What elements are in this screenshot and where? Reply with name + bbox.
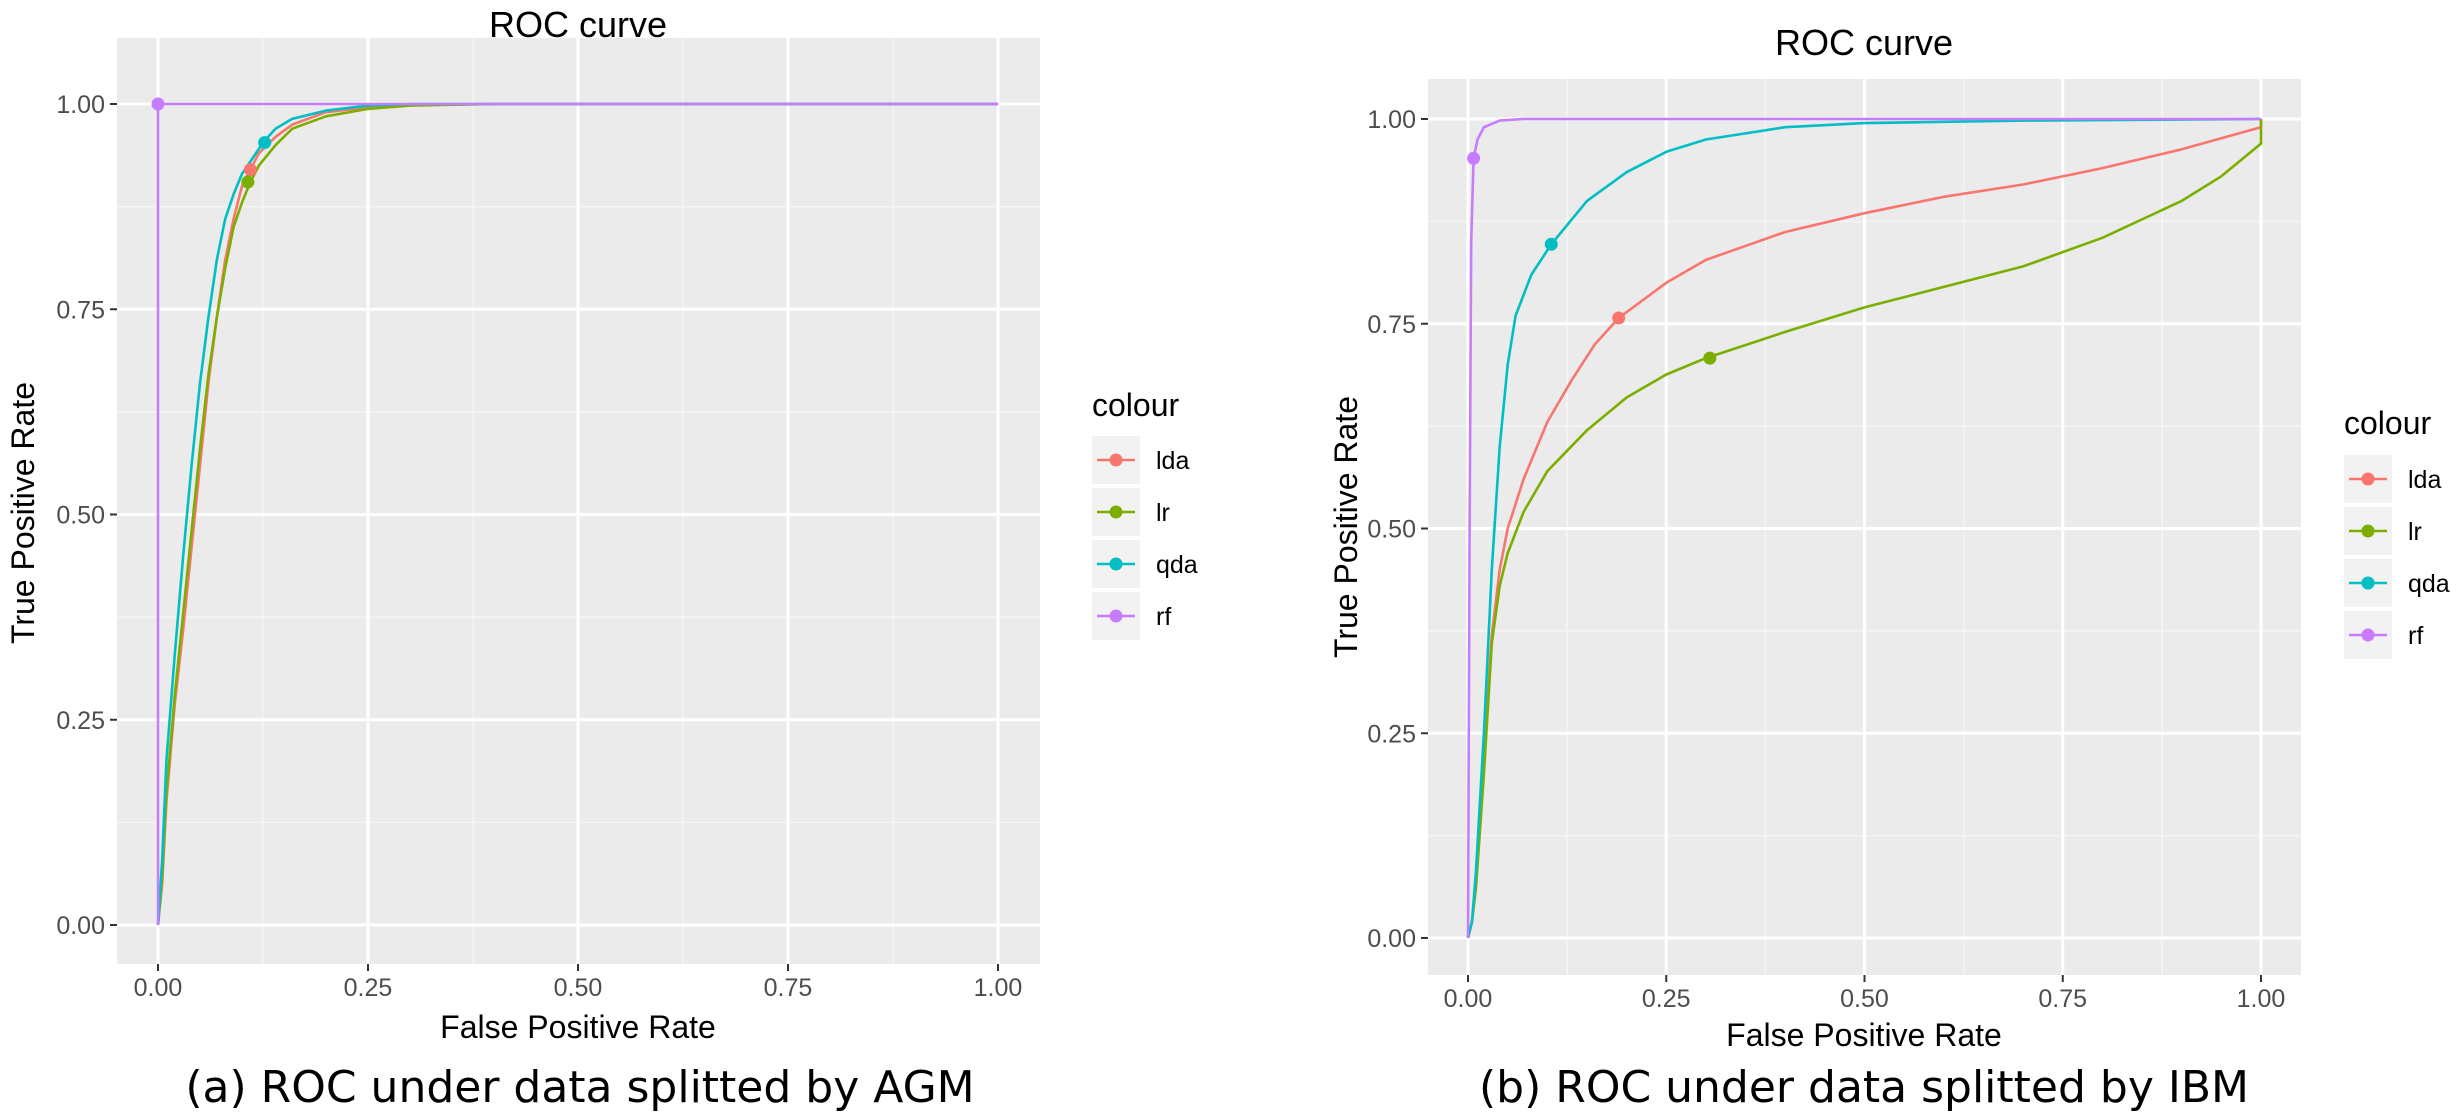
legend-key-dot-lda [2361, 472, 2375, 486]
legend-key-dot-lda [1109, 453, 1123, 467]
panel-a-caption: (a) ROC under data splitted by AGM [185, 1062, 974, 1113]
plot-a-markers [151, 97, 272, 189]
series-line-qda [156, 102, 998, 926]
legend-label-lda: lda [2408, 466, 2441, 494]
y-tick-label: 1.00 [1367, 106, 1416, 134]
x-tick-label: 0.50 [554, 974, 603, 1002]
x-tick-label: 0.75 [2038, 985, 2087, 1013]
plot-b-legend-title: colour [2344, 405, 2432, 441]
plot-b-y-axis-title: True Positive Rate [1328, 396, 1364, 658]
series-marker-qda [1544, 237, 1558, 251]
plot-b-ticks: 0.00 0.25 0.50 0.75 1.00 0.00 0.25 0.50 0.75 1.00 [1367, 106, 2285, 1013]
legend-key-dot-lr [2361, 524, 2375, 538]
x-tick-label: 1.00 [2237, 985, 2286, 1013]
legend-key-dot-rf [1109, 609, 1123, 623]
legend-label-qda: qda [1156, 551, 1198, 579]
series-marker-rf [151, 97, 165, 111]
legend-label-qda: qda [2408, 570, 2450, 598]
plot-b-x-axis-title: False Positive Rate [1726, 1017, 2002, 1053]
plot-b-markers [1467, 151, 1717, 365]
plot-a-title: ROC curve [489, 4, 667, 45]
panel-b-ibm: 0.00 0.25 0.50 0.75 1.00 0.00 0.25 0.50 0.75 1.00… [1328, 22, 2450, 1113]
y-tick-label: 0.50 [56, 502, 105, 530]
y-tick-label: 0.25 [56, 707, 105, 735]
plot-a-legend-title: colour [1092, 387, 1180, 423]
x-tick-label: 0.50 [1840, 985, 1889, 1013]
series-marker-rf [1467, 151, 1481, 165]
legend-label-rf: rf [1156, 603, 1171, 631]
x-tick-label: 0.75 [764, 974, 813, 1002]
y-tick-label: 0.50 [1367, 516, 1416, 544]
x-tick-label: 0.25 [1642, 985, 1691, 1013]
legend-key-dot-lr [1109, 505, 1123, 519]
plot-a-y-axis-title: True Positive Rate [5, 382, 41, 644]
legend-label-lr: lr [1156, 499, 1170, 527]
series-marker-lr [241, 175, 255, 189]
y-tick-label: 0.75 [56, 296, 105, 324]
plot-b-legend: colour lda lr qda rf [2344, 405, 2450, 659]
plot-a-x-axis-title: False Positive Rate [440, 1009, 716, 1045]
legend-label-lr: lr [2408, 518, 2422, 546]
series-line-lr [156, 102, 998, 926]
series-marker-lr [1703, 351, 1717, 365]
panel-a-agm: 0.00 0.25 0.50 0.75 1.00 0.00 0.25 0.50 0.75 1.00… [5, 4, 1198, 1113]
series-line-rf [1466, 117, 2261, 939]
legend-label-rf: rf [2408, 622, 2423, 650]
series-line-qda [1466, 117, 2262, 939]
x-tick-label: 0.00 [1444, 985, 1493, 1013]
legend-key-dot-qda [1109, 557, 1123, 571]
y-tick-label: 0.75 [1367, 311, 1416, 339]
legend-key-dot-rf [2361, 628, 2375, 642]
y-tick-label: 1.00 [56, 91, 105, 119]
x-tick-label: 1.00 [974, 974, 1023, 1002]
plot-a-legend: colour lda lr qda rf [1092, 387, 1198, 640]
plot-b-series [1466, 117, 2263, 939]
plot-a-ticks: 0.00 0.25 0.50 0.75 1.00 0.00 0.25 0.50 0.75 1.00 [56, 91, 1022, 1002]
x-tick-label: 0.25 [344, 974, 393, 1002]
legend-label-lda: lda [1156, 447, 1189, 475]
legend-key-dot-qda [2361, 576, 2375, 590]
series-marker-qda [258, 136, 272, 150]
x-tick-label: 0.00 [134, 974, 183, 1002]
panel-b-caption: (b) ROC under data splitted by IBM [1479, 1062, 2249, 1113]
series-marker-lda [243, 163, 257, 177]
y-tick-label: 0.00 [56, 912, 105, 940]
y-tick-label: 0.00 [1367, 925, 1416, 953]
series-marker-lda [1612, 311, 1626, 325]
y-tick-label: 0.25 [1367, 720, 1416, 748]
plot-b-title: ROC curve [1775, 22, 1953, 63]
series-line-lr [1466, 119, 2263, 939]
